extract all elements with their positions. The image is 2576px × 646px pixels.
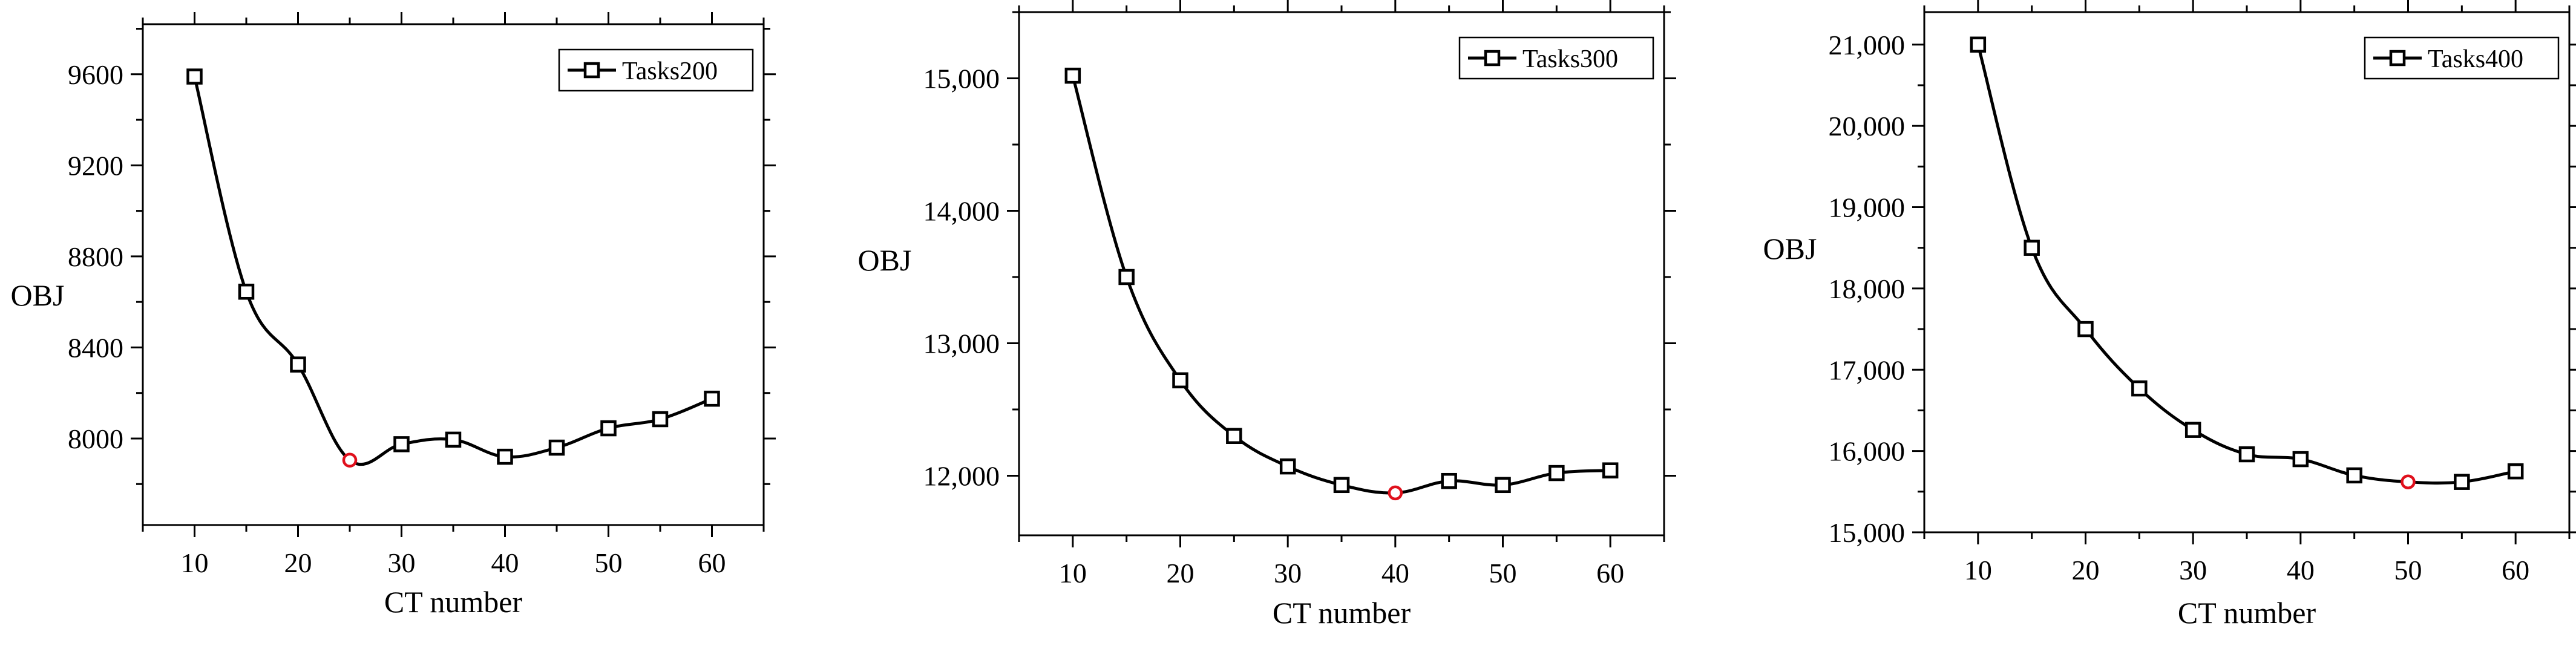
legend-label: Tasks200 bbox=[622, 57, 718, 85]
y-tick-label: 8000 bbox=[68, 423, 123, 454]
y-tick-label: 19,000 bbox=[1829, 192, 1906, 223]
x-tick-label: 10 bbox=[1059, 558, 1087, 589]
y-tick-label: 15,000 bbox=[1829, 517, 1906, 548]
x-tick-label: 20 bbox=[1167, 558, 1195, 589]
plot-frame bbox=[1018, 11, 1665, 537]
legend-label: Tasks300 bbox=[1522, 45, 1618, 73]
legend: Tasks300 bbox=[1458, 36, 1654, 80]
y-tick-label: 20,000 bbox=[1829, 111, 1906, 142]
x-tick-label: 40 bbox=[2287, 555, 2315, 586]
data-point-marker bbox=[393, 436, 410, 452]
x-tick-label: 60 bbox=[2502, 555, 2529, 586]
data-point-marker bbox=[1226, 428, 1242, 445]
y-tick-label: 14,000 bbox=[923, 195, 1000, 226]
y-tick-label: 8400 bbox=[68, 332, 123, 363]
data-point-marker bbox=[1279, 458, 1296, 475]
y-tick-label: 8800 bbox=[68, 241, 123, 272]
data-point-marker bbox=[238, 283, 255, 300]
plot-frame bbox=[142, 23, 765, 526]
y-tick-label: 18,000 bbox=[1829, 273, 1906, 304]
legend-marker-sample bbox=[583, 62, 600, 79]
x-tick-label: 10 bbox=[1964, 555, 1992, 586]
data-point-marker bbox=[652, 411, 669, 428]
x-tick-label: 10 bbox=[181, 547, 209, 578]
legend-marker-sample bbox=[2389, 50, 2406, 67]
data-point-marker bbox=[497, 448, 513, 465]
data-point-marker bbox=[1602, 462, 1619, 478]
data-point-marker bbox=[704, 390, 720, 407]
data-point-marker bbox=[1172, 372, 1188, 389]
x-tick-label: 60 bbox=[698, 547, 726, 578]
y-tick-label: 9200 bbox=[68, 150, 123, 181]
data-point-marker bbox=[1549, 465, 1565, 481]
data-point-marker bbox=[548, 439, 565, 456]
data-point-marker bbox=[2346, 467, 2362, 484]
data-point-marker bbox=[2292, 451, 2309, 468]
x-tick-label: 30 bbox=[388, 547, 416, 578]
series-line bbox=[193, 76, 713, 466]
chart-panel-1: 8000 8400 8800 9200 9600 10 20 30 40 50 60 CT numbe… bbox=[11, 12, 776, 619]
y-tick-label: 12,000 bbox=[923, 460, 1000, 491]
x-tick-label: 30 bbox=[2179, 555, 2207, 586]
legend: Tasks200 bbox=[558, 48, 754, 92]
chart-panel-3: 15,000 16,000 17,000 18,000 19,000 20,000 21,0… bbox=[1763, 0, 2576, 630]
y-axis-label: OBJ bbox=[1763, 232, 1817, 266]
optimum-point-marker bbox=[2401, 474, 2416, 489]
y-tick-label: 13,000 bbox=[923, 328, 1000, 359]
x-tick-label: 20 bbox=[284, 547, 312, 578]
y-tick-label: 17,000 bbox=[1829, 354, 1906, 385]
series-line bbox=[1976, 44, 2516, 485]
legend-marker-sample bbox=[1484, 50, 1501, 67]
data-point-marker bbox=[2238, 446, 2255, 463]
x-tick-label: 30 bbox=[1274, 558, 1302, 589]
data-point-marker bbox=[1064, 67, 1081, 84]
x-axis-label: CT number bbox=[2178, 596, 2316, 630]
y-tick-label: 9600 bbox=[68, 59, 123, 90]
legend: Tasks400 bbox=[2364, 36, 2560, 80]
data-point-marker bbox=[445, 431, 462, 448]
data-point-marker bbox=[1118, 269, 1135, 285]
data-point-marker bbox=[1441, 472, 1457, 489]
y-axis-label: OBJ bbox=[11, 278, 65, 312]
y-axis-label: OBJ bbox=[858, 243, 912, 277]
data-point-marker bbox=[2454, 474, 2470, 490]
optimum-point-marker bbox=[1388, 485, 1403, 501]
x-tick-label: 40 bbox=[1381, 558, 1409, 589]
data-point-marker bbox=[186, 68, 203, 85]
data-point-marker bbox=[2024, 240, 2040, 256]
data-point-marker bbox=[1495, 477, 1511, 494]
y-tick-label: 15,000 bbox=[923, 63, 1000, 94]
data-point-marker bbox=[290, 356, 306, 373]
optimum-point-marker bbox=[342, 452, 358, 468]
x-tick-label: 20 bbox=[2072, 555, 2100, 586]
data-point-marker bbox=[600, 420, 617, 437]
x-tick-label: 50 bbox=[2394, 555, 2422, 586]
x-tick-label: 40 bbox=[491, 547, 519, 578]
x-axis-label: CT number bbox=[384, 585, 523, 619]
x-tick-label: 50 bbox=[1489, 558, 1517, 589]
chart-panel-2: 12,000 13,000 14,000 15,000 10 20 30 40 50 60 CT n… bbox=[858, 0, 1676, 630]
data-point-marker bbox=[1970, 36, 1987, 53]
x-axis-label: CT number bbox=[1273, 596, 1411, 630]
y-tick-label: 21,000 bbox=[1829, 30, 1906, 60]
legend-label: Tasks400 bbox=[2428, 45, 2523, 73]
x-tick-label: 50 bbox=[595, 547, 623, 578]
data-point-marker bbox=[1333, 477, 1350, 494]
x-tick-label: 60 bbox=[1596, 558, 1624, 589]
y-tick-label: 16,000 bbox=[1829, 436, 1906, 467]
data-point-marker bbox=[2184, 422, 2201, 438]
data-point-marker bbox=[2131, 380, 2148, 397]
series-line bbox=[1071, 75, 1611, 495]
data-point-marker bbox=[2507, 463, 2524, 480]
data-point-marker bbox=[2077, 321, 2094, 338]
